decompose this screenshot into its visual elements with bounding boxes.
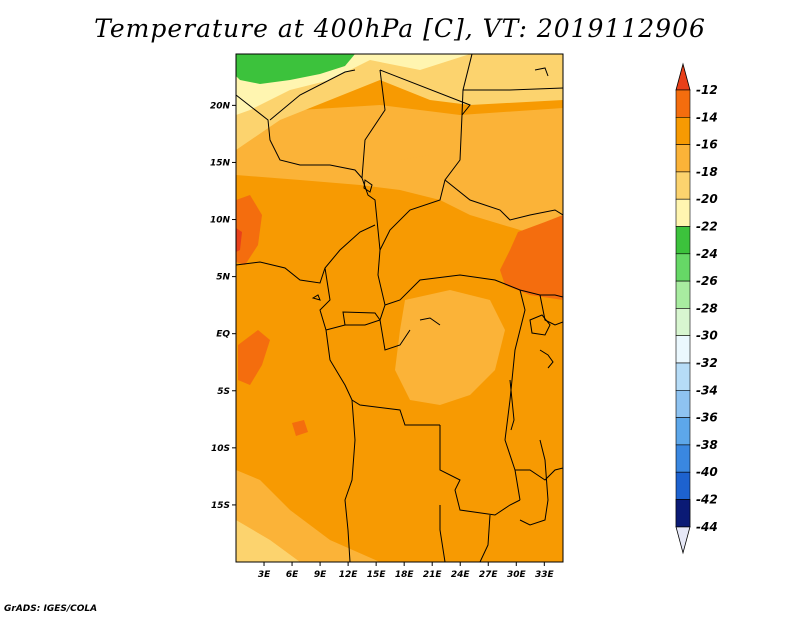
lon-tick-label: 21E: [423, 570, 443, 580]
lon-tick-label: 12E: [339, 570, 359, 580]
latitude-axis: 20N 15N 10N 5N EQ 5S 10S 15S: [210, 101, 236, 511]
field-east-warm: [500, 215, 563, 300]
colorbar-swatch: [675, 89, 691, 118]
colorbar-label: -28: [696, 301, 718, 315]
colorbar-swatch: [675, 444, 691, 473]
colorbar-swatch: [675, 417, 691, 446]
lat-tick-label: 15S: [211, 501, 230, 511]
lat-tick-label: 5S: [217, 387, 230, 397]
colorbar-label: -40: [696, 465, 718, 479]
field-gulf-warm: [238, 330, 270, 385]
colorbar-label: -22: [696, 220, 718, 234]
lat-tick-label: EQ: [216, 330, 230, 340]
colorbar-label: -14: [696, 110, 718, 124]
colorbar-swatch: [675, 226, 691, 255]
lon-tick-label: 9E: [314, 570, 327, 580]
lon-tick-label: 18E: [395, 570, 415, 580]
field-patch-chad: [395, 155, 440, 190]
field-south-strip: [236, 470, 380, 562]
field-west-warm: [236, 195, 262, 265]
colorbar-label: -16: [696, 138, 718, 152]
colorbar-swatch: [675, 389, 691, 418]
grads-credit: GrADS: IGES/COLA: [4, 604, 98, 614]
colorbar-label: -42: [696, 493, 718, 507]
colorbar-swatch: [675, 144, 691, 173]
lat-tick-label: 5N: [216, 273, 230, 283]
lon-tick-label: 30E: [507, 570, 527, 580]
colorbar-label: -20: [696, 192, 718, 206]
colorbar-swatch: [675, 335, 691, 364]
field-basin-patch: [395, 290, 505, 405]
colorbar-swatch: [675, 308, 691, 336]
longitude-axis: 3E 6E 9E 12E 15E 18E 21E 24E 27E 30E 33E: [258, 562, 555, 580]
colorbar-swatch: [675, 253, 691, 282]
lon-tick-label: 33E: [535, 570, 555, 580]
colorbar-label: -36: [696, 411, 718, 425]
colorbar-label: -34: [696, 383, 718, 397]
lon-tick-label: 27E: [479, 570, 499, 580]
colorbar-bottom-arrow: [675, 526, 691, 555]
field-south-yellow: [236, 520, 300, 562]
colorbar: -12 -14 -16 -18 -20 -22 -24 -26 -28 -30 -32 -34 -36 -…: [675, 62, 718, 555]
colorbar-swatch: [675, 362, 691, 391]
colorbar-label: -12: [696, 83, 718, 97]
lon-tick-label: 6E: [286, 570, 299, 580]
field-small-warm: [292, 420, 308, 436]
chart-title: Temperature at 400hPa [C], VT: 201911290…: [94, 14, 706, 43]
colorbar-label: -18: [696, 165, 718, 179]
colorbar-label: -24: [696, 247, 718, 261]
colorbar-swatch: [675, 198, 691, 227]
colorbar-swatch: [675, 471, 691, 500]
field-hot-spot: [236, 228, 242, 252]
lat-tick-label: 20N: [210, 101, 231, 111]
colorbar-swatch: [675, 280, 691, 309]
lat-tick-label: 10N: [210, 216, 231, 226]
lon-tick-label: 15E: [367, 570, 387, 580]
colorbar-label: -38: [696, 438, 718, 452]
lat-tick-label: 15N: [210, 158, 231, 168]
lon-tick-label: 3E: [258, 570, 271, 580]
lon-tick-label: 24E: [451, 570, 471, 580]
map-area: [236, 54, 563, 562]
colorbar-top-arrow: [675, 62, 691, 91]
colorbar-label: -26: [696, 274, 718, 288]
colorbar-swatch-last: [675, 499, 691, 528]
colorbar-swatch: [675, 171, 691, 200]
map-frame: [235, 53, 564, 563]
boundaries: [236, 54, 563, 562]
colorbar-label: -30: [696, 329, 718, 343]
colorbar-label: -44: [696, 520, 718, 534]
lat-tick-label: 10S: [211, 444, 230, 454]
colorbar-label: -32: [696, 356, 718, 370]
field-green-patch: [236, 54, 355, 84]
colorbar-swatch: [675, 117, 691, 145]
